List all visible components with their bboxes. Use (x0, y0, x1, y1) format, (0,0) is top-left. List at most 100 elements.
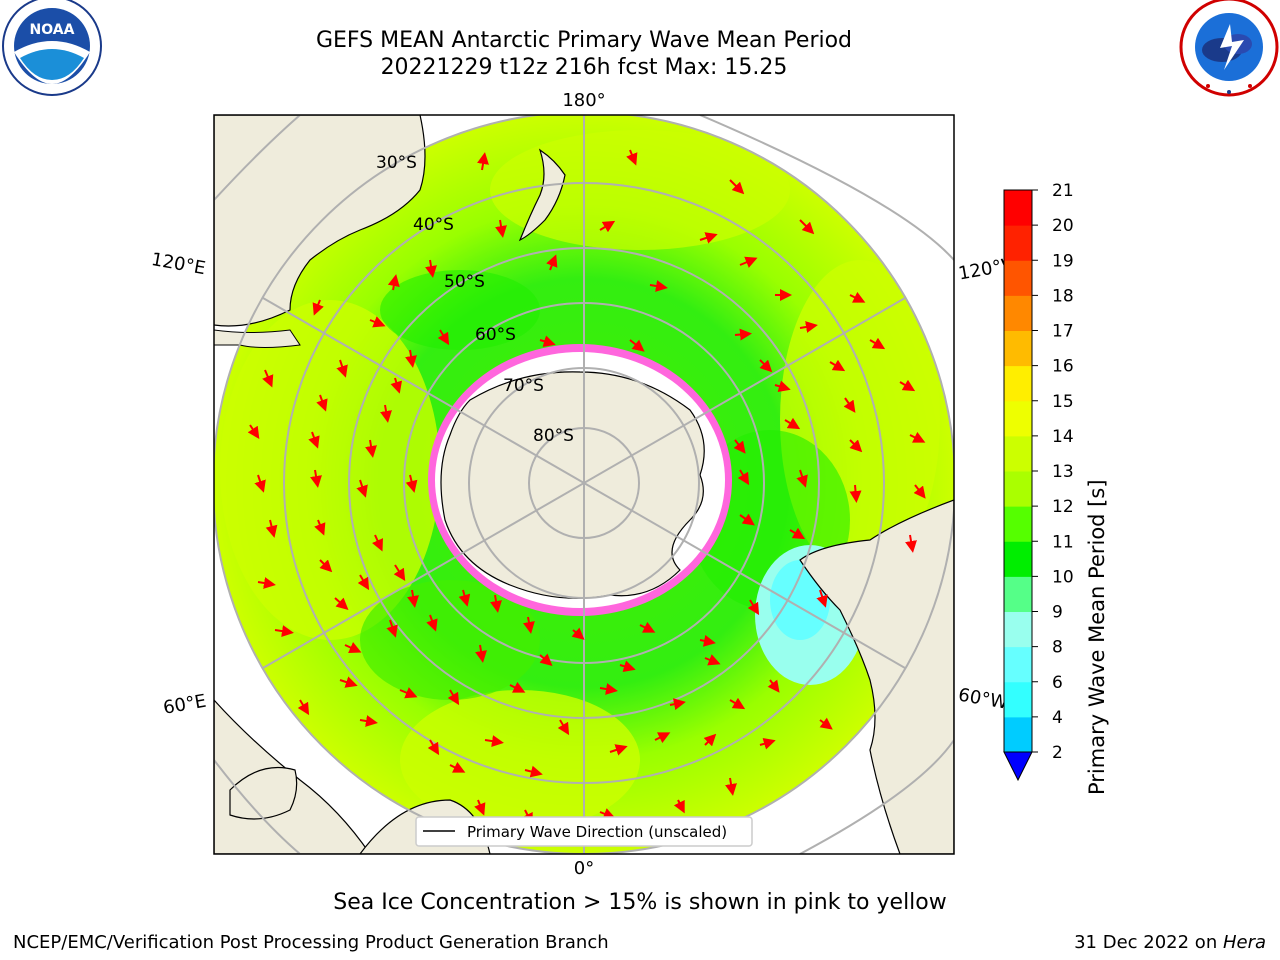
colorbar-segment (1004, 611, 1032, 648)
lat-label-40s: 40°S (413, 215, 454, 235)
wave-arrow (477, 152, 489, 171)
wave-arrow (649, 280, 668, 292)
colorbar-extend (1003, 751, 1033, 782)
australia (214, 115, 426, 327)
wave-arrow (599, 683, 618, 695)
wave-arrow (767, 679, 780, 693)
wave-arrow (799, 321, 818, 333)
lon-label-60e: 60°E (162, 691, 208, 719)
colorbar-segment (1004, 681, 1032, 718)
wave-arrow (599, 220, 616, 233)
wave-arrow (334, 597, 349, 610)
wave-arrow (254, 474, 266, 493)
wave-arrow (609, 744, 628, 756)
colorbar-tick-label: 16 (1052, 357, 1074, 377)
wave-direction-arrows (247, 149, 926, 826)
chart-subtitle: 20221229 t12z 216h fcst Max: 15.25 (380, 55, 788, 80)
wave-arrow (539, 335, 556, 348)
wave-arrow (314, 519, 326, 536)
footer-credit: NCEP/EMC/Verification Post Processing Pr… (13, 932, 609, 953)
colorbar-tick-label: 19 (1052, 251, 1074, 271)
wave-arrow (474, 799, 486, 816)
wave-arrow (524, 765, 543, 778)
wave-arrow (425, 259, 437, 278)
colorbar-segment (1004, 541, 1032, 577)
wave-arrow (539, 653, 553, 666)
colorbar-tick-label: 9 (1052, 603, 1063, 623)
wave-arrow (913, 484, 926, 499)
graticule (214, 115, 954, 854)
wave-arrow (729, 179, 745, 195)
wave-arrow (297, 699, 310, 716)
colorbar-tick-label: 20 (1052, 216, 1074, 236)
colorbar-segment (1004, 435, 1032, 472)
wave-arrow (789, 527, 806, 540)
wave-arrow (262, 369, 274, 388)
colorbar-segment (1004, 646, 1032, 683)
wave-arrow (387, 274, 400, 291)
wave-arrow (699, 232, 718, 244)
wave-arrow (704, 654, 721, 666)
colorbar-segment (1004, 260, 1032, 296)
wave-arrow (386, 619, 398, 638)
wave-arrow (774, 380, 791, 393)
colorbar-segment (1004, 365, 1032, 402)
wave-arrow (523, 616, 535, 634)
colorbar-tick-label: 13 (1052, 462, 1074, 482)
wave-arrow (703, 733, 717, 747)
wave-arrow (843, 397, 856, 413)
wave-arrow (372, 534, 383, 552)
wave-arrow (407, 589, 419, 608)
wave-arrow (312, 299, 324, 316)
wave-arrow (546, 254, 558, 271)
lat-label-80s: 80°S (533, 426, 574, 446)
colorbar: 2 4 6 8 9 10 11 12 13 14 15 16 17 18 19 20 21 (1003, 181, 1074, 782)
wave-arrow (654, 732, 671, 744)
wave-arrow (475, 644, 487, 663)
wave-arrow (357, 574, 370, 591)
wave-arrow (365, 439, 377, 458)
colorbar-tick-label: 21 (1052, 181, 1074, 201)
lat-label-60s: 60°S (475, 325, 516, 345)
lon-label-180: 180° (562, 90, 605, 111)
wave-arrow (849, 291, 866, 303)
wave-arrow (626, 149, 638, 166)
wave-arrow (427, 739, 440, 756)
wave-arrow (495, 219, 507, 238)
wave-arrow (849, 484, 862, 503)
wave-arrow (426, 614, 438, 632)
colorbar-tick-label: 17 (1052, 322, 1074, 342)
new-zealand (518, 148, 566, 242)
colorbar-segment (1004, 190, 1032, 226)
wave-arrow (484, 735, 504, 748)
wave-arrow (449, 761, 466, 773)
wave-arrow (899, 379, 916, 392)
legend-label: Primary Wave Direction (unscaled) (467, 823, 727, 841)
wave-arrow (447, 689, 460, 706)
wave-arrow (308, 431, 320, 449)
wave-arrow (405, 349, 417, 368)
wave-arrow (265, 519, 278, 538)
wave-arrow (310, 469, 322, 488)
colorbar-segment (1004, 471, 1032, 507)
wave-arrow (816, 589, 828, 608)
colorbar-segment (1004, 225, 1032, 261)
noaa-logo: NOAA (2, 0, 102, 96)
wave-arrow (733, 439, 746, 454)
wave-arrow (316, 394, 328, 412)
wave-arrow (509, 681, 526, 693)
lat-label-50s: 50°S (444, 272, 485, 292)
wave-arrow (390, 377, 403, 394)
colorbar-tick-label: 4 (1052, 708, 1063, 728)
colorbar-tick-label: 2 (1052, 743, 1063, 763)
wave-arrow (759, 737, 776, 750)
wave-arrow (319, 559, 333, 573)
colorbar-tick-label: 18 (1052, 286, 1074, 306)
chart-title: GEFS MEAN Antarctic Primary Wave Mean Pe… (315, 28, 853, 53)
lon-label-120e: 120°E (150, 249, 208, 279)
south-america (799, 499, 954, 854)
colorbar-segment (1004, 330, 1032, 367)
wave-arrow (909, 431, 926, 443)
colorbar-segment (1004, 716, 1032, 753)
wave-arrow (399, 687, 418, 699)
